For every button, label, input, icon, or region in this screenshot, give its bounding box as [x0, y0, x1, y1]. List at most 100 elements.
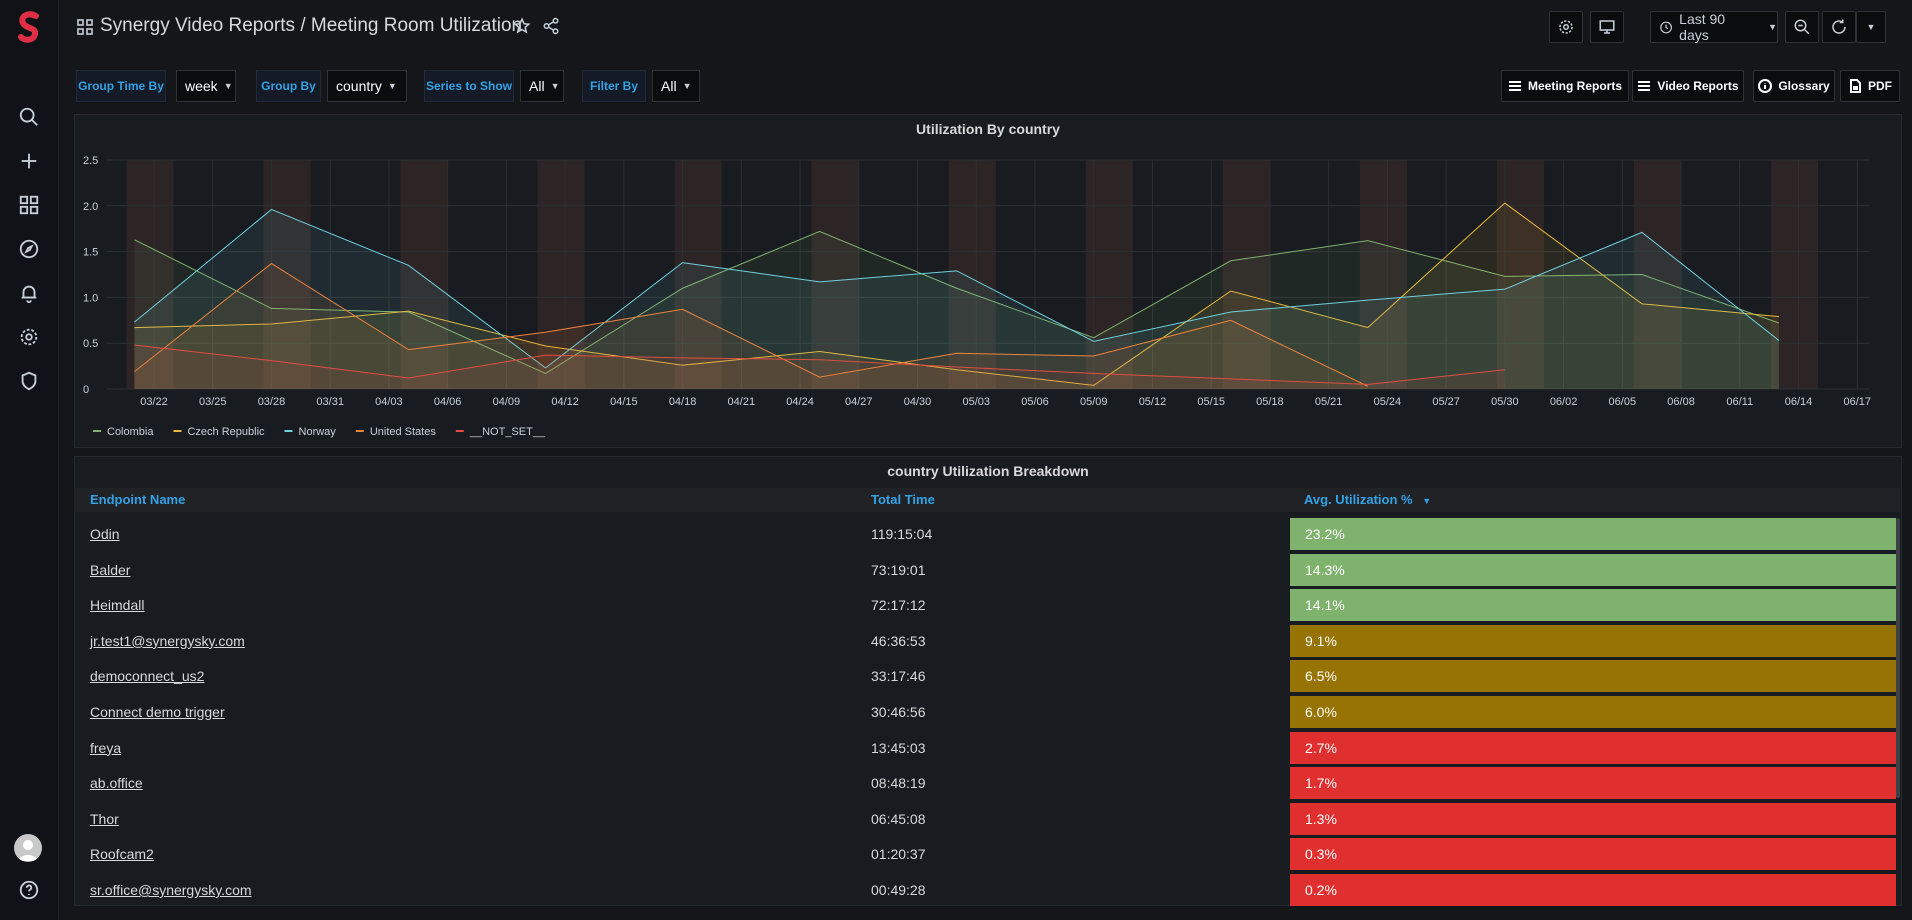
series-line — [134, 344, 1505, 385]
chevron-down-icon: ▼ — [682, 81, 692, 91]
table-row: freya 13:45:03 2.7% — [74, 730, 1896, 765]
search-icon[interactable] — [17, 105, 41, 129]
utilization-value: 23.2% — [1305, 526, 1345, 542]
total-time-cell: 119:15:04 — [871, 526, 933, 542]
endpoint-name-link[interactable]: Balder — [90, 561, 131, 578]
link-meeting-reports[interactable]: Meeting Reports — [1501, 70, 1629, 102]
utilization-value: 1.3% — [1305, 810, 1337, 827]
variable-select-series-to-show[interactable]: All ▼ — [520, 70, 564, 102]
compass-icon[interactable] — [17, 237, 41, 261]
utilization-chart[interactable]: 2.5 2.0 1.5 1.0 0.5 0 03/22 03/25 03/28 03/31 04/0… — [75, 115, 1901, 445]
page-title[interactable]: Synergy Video Reports / Meeting Room Uti… — [100, 15, 523, 36]
shield-icon[interactable] — [17, 369, 41, 393]
legend-item: __NOT_SET__ — [469, 426, 546, 438]
endpoint-name-link[interactable]: Odin — [90, 526, 120, 542]
utilization-value: 0.3% — [1305, 846, 1337, 863]
zoom-out-icon — [1794, 19, 1810, 35]
top-bar: Synergy Video Reports / Meeting Room Uti… — [58, 0, 1912, 56]
endpoint-name-link[interactable]: freya — [90, 739, 122, 756]
variable-label-series-to-show: Series to Show — [424, 70, 514, 102]
x-tick-label: 03/25 — [199, 396, 227, 408]
column-header-endpoint-name[interactable]: Endpoint Name — [90, 492, 186, 507]
gear-icon[interactable] — [17, 325, 41, 349]
chart-panel-title[interactable]: Utilization By country — [916, 121, 1060, 137]
utilization-cell: 0.3% — [1290, 838, 1896, 871]
link-pdf[interactable]: PDF — [1840, 70, 1900, 102]
x-tick-label: 04/06 — [434, 396, 462, 408]
refresh-button[interactable] — [1822, 11, 1856, 43]
utilization-value: 1.7% — [1305, 775, 1337, 792]
synergy-logo-icon[interactable] — [14, 10, 44, 44]
endpoint-name-link[interactable]: sr.office@synergysky.com — [90, 882, 252, 898]
endpoint-name-link[interactable]: democonnect_us2 — [90, 668, 205, 685]
cycle-view-mode-button[interactable] — [1590, 11, 1624, 43]
variable-value: country — [336, 78, 382, 94]
legend-item: United States — [370, 426, 437, 438]
plus-icon[interactable] — [17, 149, 41, 173]
utilization-value: 14.3% — [1305, 561, 1345, 578]
column-header-total-time[interactable]: Total Time — [871, 492, 935, 507]
endpoint-name-link[interactable]: Connect demo trigger — [90, 704, 225, 720]
utilization-value: 9.1% — [1305, 632, 1337, 649]
sort-desc-icon: ▼ — [1422, 496, 1432, 506]
variable-value: week — [185, 78, 218, 94]
avatar[interactable] — [14, 834, 42, 862]
weekend-band — [811, 160, 859, 389]
table-row: sr.office@synergysky.com 00:49:28 0.2% — [74, 872, 1896, 907]
menu-icon — [1508, 81, 1521, 91]
series-line — [134, 208, 1780, 369]
variable-select-group-time-by[interactable]: week ▼ — [176, 70, 236, 102]
x-tick-label: 05/27 — [1432, 396, 1460, 408]
dashboards-icon[interactable] — [17, 193, 41, 217]
link-glossary[interactable]: Glossary — [1753, 70, 1835, 102]
help-icon[interactable] — [17, 878, 41, 902]
y-tick-label: 1.0 — [83, 292, 98, 304]
x-tick-label: 04/09 — [493, 396, 521, 408]
variable-select-filter-by[interactable]: All ▼ — [652, 70, 700, 102]
zoom-out-button[interactable] — [1785, 11, 1819, 43]
series-area — [134, 209, 1779, 389]
x-tick-label: 03/22 — [140, 396, 168, 408]
menu-icon — [1638, 81, 1651, 91]
x-tick-label: 04/24 — [786, 396, 814, 408]
x-tick-label: 05/15 — [1197, 396, 1225, 408]
x-tick-label: 06/14 — [1785, 396, 1813, 408]
dashboard-settings-button[interactable] — [1549, 11, 1583, 43]
share-icon[interactable] — [542, 17, 560, 35]
refresh-interval-dropdown[interactable]: ▼ — [1856, 11, 1886, 43]
link-label: PDF — [1868, 79, 1892, 93]
table-row: Connect demo trigger 30:46:56 6.0% — [74, 694, 1896, 729]
y-tick-label: 2.0 — [83, 201, 98, 213]
monitor-icon — [1599, 20, 1615, 34]
x-tick-label: 05/24 — [1374, 396, 1402, 408]
y-tick-label: 2.5 — [83, 155, 98, 167]
total-time-cell: 73:19:01 — [871, 561, 926, 578]
series-line — [134, 202, 1779, 386]
total-time-cell: 06:45:08 — [871, 810, 926, 827]
utilization-cell: 6.5% — [1290, 660, 1896, 693]
chart-panel: Utilization By country 2.5 2.0 1.5 1.0 0.5 0 0… — [74, 114, 1902, 448]
link-video-reports[interactable]: Video Reports — [1632, 70, 1744, 102]
column-header-avg-utilization[interactable]: Avg. Utilization % ▼ — [1304, 492, 1431, 507]
legend-item: Norway — [299, 426, 337, 438]
endpoint-name-link[interactable]: Heimdall — [90, 597, 145, 614]
table-scrollbar[interactable] — [1896, 518, 1900, 798]
endpoint-name-link[interactable]: ab.office — [90, 775, 143, 792]
x-tick-label: 06/17 — [1843, 396, 1871, 408]
bell-icon[interactable] — [17, 281, 41, 305]
x-tick-label: 03/31 — [316, 396, 344, 408]
utilization-cell: 6.0% — [1290, 696, 1896, 728]
weekend-band — [948, 160, 996, 389]
gear-icon — [1559, 20, 1573, 34]
endpoint-name-link[interactable]: Roofcam2 — [90, 846, 154, 863]
total-time-cell: 72:17:12 — [871, 597, 926, 614]
endpoint-name-link[interactable]: jr.test1@synergysky.com — [90, 632, 245, 649]
time-picker-button[interactable]: Last 90 days ▼ — [1650, 11, 1778, 43]
table-panel-title[interactable]: country Utilization Breakdown — [887, 463, 1089, 479]
refresh-icon — [1832, 19, 1846, 34]
chevron-down-icon: ▼ — [1768, 22, 1777, 32]
variable-select-group-by[interactable]: country ▼ — [327, 70, 407, 102]
link-label: Meeting Reports — [1527, 79, 1622, 93]
star-icon[interactable] — [513, 17, 531, 35]
endpoint-name-link[interactable]: Thor — [90, 810, 119, 827]
